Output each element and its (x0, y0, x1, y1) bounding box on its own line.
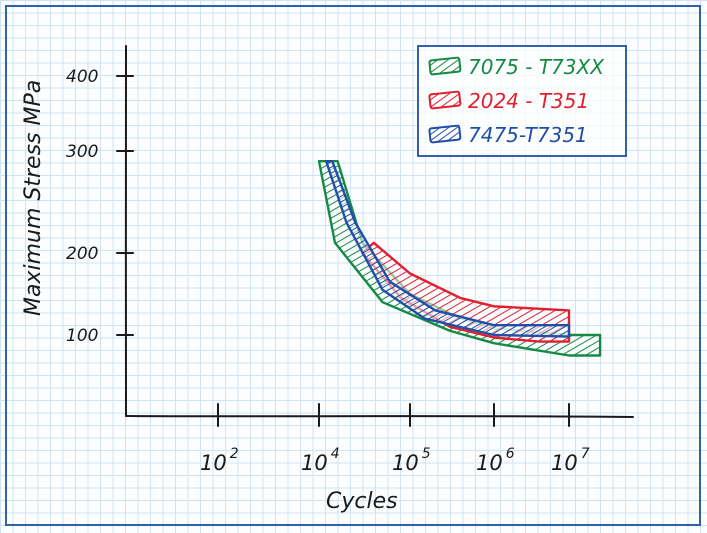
x-tick-exponent: 2 (230, 446, 239, 462)
data-bands (317, 160, 602, 357)
legend: 7075 - T73XX 2024 - T351 7475-T7351 (417, 45, 627, 157)
x-tick-base: 10 (551, 451, 578, 475)
y-tick-label: 300 (66, 142, 98, 162)
y-tick-label: 400 (66, 67, 98, 87)
y-ticks: 100 200 300 400 (66, 67, 134, 346)
legend-label-2: 2024 - T351 (468, 89, 589, 113)
x-tick-exponent: 7 (581, 446, 590, 462)
x-tick-label: 10 6 (476, 446, 515, 475)
legend-swatch-3 (428, 124, 462, 144)
legend-swatch-2 (428, 90, 462, 110)
y-axis-line (124, 45, 128, 417)
x-axis-line (125, 415, 634, 418)
x-tick-label: 10 7 (551, 446, 590, 475)
x-axis-label: Cycles (326, 489, 398, 514)
x-tick-exponent: 5 (422, 446, 431, 462)
y-tick-label: 100 (66, 326, 98, 346)
x-tick-base: 10 (476, 451, 503, 475)
x-tick-base: 10 (301, 451, 328, 475)
y-axis-label: Maximum Stress MPa (21, 80, 46, 316)
chart-frame (5, 5, 701, 526)
x-tick-exponent: 4 (331, 446, 340, 462)
x-tick-base: 10 (200, 451, 227, 475)
legend-label-3: 7475-T7351 (468, 123, 588, 147)
legend-label-1: 7075 - T73XX (468, 55, 605, 79)
legend-swatch-1 (428, 56, 462, 76)
x-ticks: 10 2 10 4 10 5 10 6 10 7 (200, 403, 590, 475)
x-tick-exponent: 6 (506, 446, 515, 462)
x-tick-base: 10 (392, 451, 419, 475)
x-tick-label: 10 4 (301, 446, 340, 475)
y-tick-label: 200 (66, 244, 98, 264)
series-band-3 (325, 160, 571, 338)
x-tick-label: 10 2 (200, 446, 239, 475)
x-tick-label: 10 5 (392, 446, 431, 475)
